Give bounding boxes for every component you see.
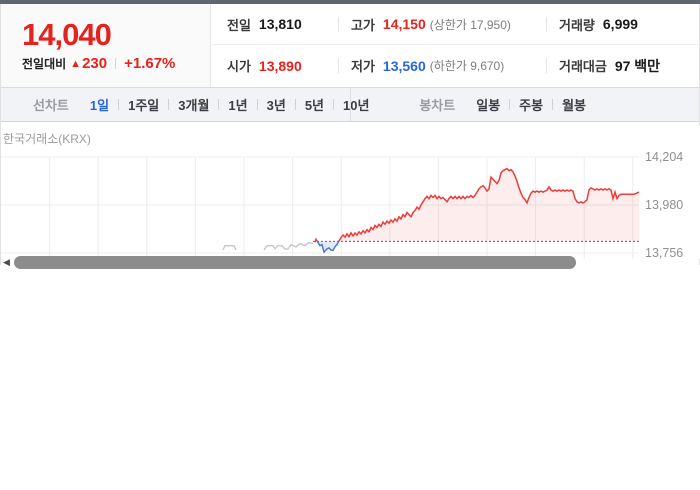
chart-hscrollbar[interactable]: ◀ [1,255,700,270]
tab-separator [118,99,120,110]
change-value: 230 [82,55,108,72]
tab-line-period-5[interactable]: 3년 [266,98,286,113]
stat-label: 저가 [351,59,375,74]
y-axis-tick-label: 13,980 [645,198,683,212]
tab-line-period-3[interactable]: 3개월 [178,98,210,113]
stat-value: 13,890 [258,57,302,74]
stat-value: 6,999 [602,16,638,32]
stat-high: 고가 14,150 (상한가 17,950) [338,16,546,33]
tab-line-period-6[interactable]: 5년 [304,98,325,113]
tab-line-period-4[interactable]: 1년 [228,98,248,113]
intraday-chart: 한국거래소(KRX) 14,204 13,980 13,756 [1,125,700,259]
exchange-label: 한국거래소(KRX) [3,132,91,146]
scroll-left-arrow-icon[interactable]: ◀ [3,257,10,267]
tab-separator [333,99,335,110]
tab-line-period-1[interactable]: 1일 [89,98,110,113]
divider [115,58,117,69]
stats-table: 전일 13,810 고가 14,150 (상한가 17,950) 거래량 6,9… [212,4,699,87]
stat-value: 14,150 [382,16,426,32]
stat-low: 저가 13,560 (하한가 9,670) [338,57,546,74]
tab-separator [218,99,220,110]
chart-canvas: 한국거래소(KRX) 14,204 13,980 13,756 [1,132,683,259]
y-axis-tick-label: 13,756 [645,246,683,259]
tab-group-divider [350,88,351,121]
current-price: 14,040 [22,17,112,52]
stat-label: 고가 [351,17,375,33]
price-change-row: 전일대비 ▲ 230 +1.67% [22,55,210,72]
tab-separator [552,99,554,110]
tab-separator [168,99,170,110]
up-arrow-icon: ▲ [70,57,82,70]
stat-label: 거래량 [559,17,595,33]
line-chart-group-label: 선차트 [33,98,69,113]
tab-line-period-7[interactable]: 10년 [343,98,370,113]
stat-value: 13,810 [258,16,302,32]
tab-separator [294,99,296,110]
scrollbar-thumb[interactable] [14,256,576,269]
stats-row-2: 시가 13,890 저가 13,560 (하한가 9,670) 거래대금 97 … [212,45,699,86]
y-axis-tick-label: 14,204 [645,150,683,164]
stat-extra: (하한가 9,670) [429,59,505,73]
stat-prev-close: 전일 13,810 [227,16,338,33]
price-header: 14,040 전일대비 ▲ 230 +1.67% 전일 13,810 고가 [1,4,699,87]
stat-value: 13,560 [382,57,426,74]
tab-candle-period-1[interactable]: 일봉 [476,98,501,113]
line-chart-tab-group: 선차트 1일 1주일 3개월 1년 3년 5년 10년 [1,95,378,114]
stat-label: 거래대금 [559,59,607,74]
stat-label: 전일 [227,17,251,33]
period-tabbar: 선차트 1일 1주일 3개월 1년 3년 5년 10년 봉차트 일봉 주봉 월봉 [1,87,699,122]
widget-frame: 14,040 전일대비 ▲ 230 +1.67% 전일 13,810 고가 [0,4,700,269]
change-label: 전일대비 [22,57,67,71]
stat-label: 시가 [227,59,251,74]
stat-trade-value: 거래대금 97 백만 [546,57,661,74]
top-tab-strip-edge [0,0,700,4]
tab-candle-period-3[interactable]: 월봉 [562,98,586,113]
change-percent: +1.67% [124,55,176,72]
stat-open: 시가 13,890 [227,57,338,75]
candle-chart-group-label: 봉차트 [419,98,456,113]
stat-volume: 거래량 6,999 [546,16,638,33]
tab-candle-period-2[interactable]: 주봉 [519,98,544,113]
current-price-block: 14,040 전일대비 ▲ 230 +1.67% [1,4,211,87]
stat-extra: (상한가 17,950) [429,17,511,32]
tab-separator [509,99,511,110]
tab-separator [256,99,258,110]
tab-line-period-2[interactable]: 1주일 [128,98,160,113]
stats-row-1: 전일 13,810 고가 14,150 (상한가 17,950) 거래량 6,9… [212,4,699,45]
candle-chart-tab-group: 봉차트 일봉 주봉 월봉 [419,95,699,114]
stat-value: 97 백만 [614,57,661,74]
